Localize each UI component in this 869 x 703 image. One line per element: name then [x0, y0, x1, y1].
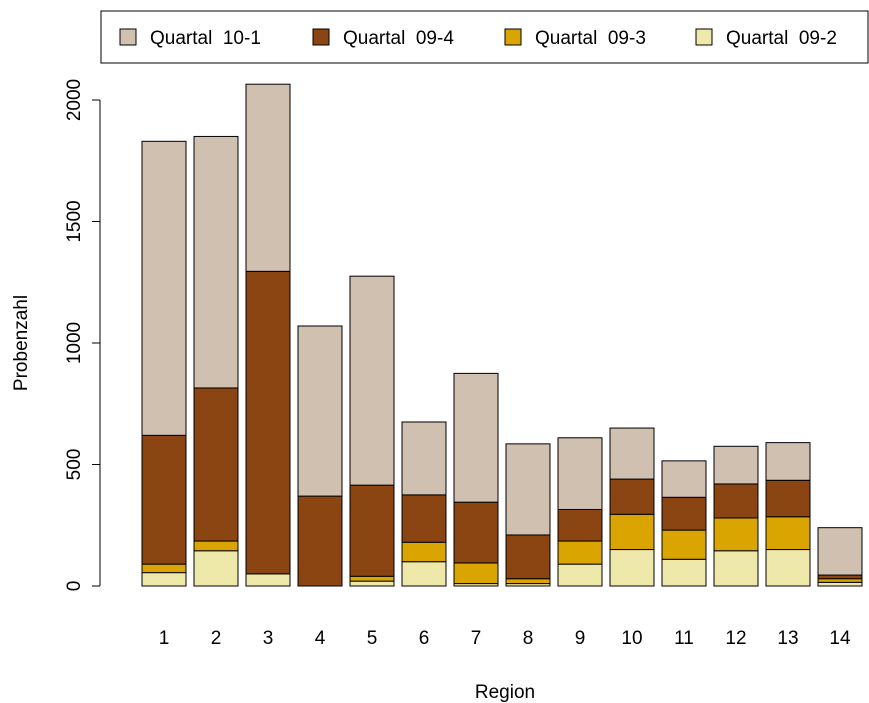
- bar-segment-6-series-2: [401, 541, 447, 563]
- bar-segment-5-series-1: [349, 580, 395, 587]
- legend-swatch-3: [504, 28, 522, 46]
- bar-segment-1-series-4: [141, 140, 187, 436]
- bar-segment-8-series-4: [505, 443, 551, 536]
- bar-segment-2-series-4: [193, 135, 239, 389]
- x-tick-labels: 1 2 3 4 5 6 7 8 9 10 11 12 13 14: [159, 628, 851, 649]
- bar-segment-3-series-4: [245, 83, 291, 272]
- bar-segment-12-series-2: [713, 517, 759, 552]
- bar-segment-10-series-3: [609, 478, 655, 515]
- bar-segment-7-series-2: [453, 562, 499, 585]
- bar-segment-11-series-2: [661, 529, 707, 560]
- legend-label-3: Quartal 09-3: [535, 28, 646, 49]
- bar-segment-7-series-4: [453, 372, 499, 503]
- legend-label-1: Quartal 10-1: [150, 28, 261, 49]
- bar-segment-1-series-1: [141, 572, 187, 587]
- bar-segment-3-series-3: [245, 270, 291, 575]
- bar-segment-12-series-4: [713, 445, 759, 485]
- bar-segment-14-series-3: [817, 574, 863, 580]
- bar-segment-2-series-3: [193, 387, 239, 542]
- x-tick-label-12: 12: [725, 628, 746, 649]
- x-tick-label-1: 1: [159, 628, 170, 649]
- x-tick-label-9: 9: [575, 628, 586, 649]
- y-axis-title: Probenzahl: [11, 295, 32, 391]
- x-tick-label-6: 6: [419, 628, 430, 649]
- bar-segment-9-series-2: [557, 540, 603, 565]
- bar-segment-13-series-2: [765, 516, 811, 551]
- bar-segment-5-series-2: [349, 575, 395, 582]
- x-tick-label-4: 4: [315, 628, 326, 649]
- bar-segment-14-series-1: [817, 581, 863, 587]
- bar-segment-1-series-3: [141, 434, 187, 565]
- bar-segment-11-series-4: [661, 460, 707, 498]
- bar-segment-9-series-1: [557, 563, 603, 587]
- x-tick-label-8: 8: [523, 628, 534, 649]
- bar-segment-10-series-2: [609, 513, 655, 551]
- bar-segment-12-series-1: [713, 550, 759, 587]
- bar-segment-1-series-2: [141, 563, 187, 574]
- x-axis-title: Region: [475, 682, 535, 703]
- bar-segment-13-series-3: [765, 479, 811, 518]
- bar-segment-8-series-3: [505, 534, 551, 580]
- bar-segment-3-series-1: [245, 573, 291, 587]
- x-tick-label-13: 13: [777, 628, 798, 649]
- bars-group: [141, 83, 863, 587]
- y-tick-label-1000: 1000: [64, 322, 85, 364]
- x-tick-label-5: 5: [367, 628, 378, 649]
- legend-label-2: Quartal 09-4: [343, 28, 454, 49]
- bar-segment-10-series-4: [609, 427, 655, 480]
- y-tick-label-2000: 2000: [64, 79, 85, 121]
- bar-segment-9-series-3: [557, 508, 603, 542]
- y-tick-label-0: 0: [64, 581, 85, 592]
- bar-segment-11-series-3: [661, 496, 707, 531]
- bar-segment-9-series-4: [557, 437, 603, 510]
- bar-segment-7-series-3: [453, 501, 499, 564]
- legend-swatch-4: [695, 28, 713, 46]
- bar-segment-6-series-1: [401, 561, 447, 587]
- legend-box: [100, 10, 869, 64]
- bar-segment-4-series-3: [297, 495, 343, 587]
- bar-segment-11-series-1: [661, 558, 707, 587]
- x-tick-label-7: 7: [471, 628, 482, 649]
- legend: Quartal 10-1 Quartal 09-4 Quartal 09-3 Quar…: [100, 10, 869, 64]
- x-tick-label-14: 14: [829, 628, 851, 649]
- bar-segment-8-series-2: [505, 578, 551, 585]
- x-tick-label-11: 11: [674, 628, 694, 649]
- x-tick-label-10: 10: [621, 628, 642, 649]
- bar-segment-14-series-4: [817, 527, 863, 576]
- bar-segment-14-series-2: [817, 578, 863, 583]
- bar-segment-2-series-2: [193, 540, 239, 552]
- bar-segment-2-series-1: [193, 550, 239, 587]
- legend-swatch-1: [119, 28, 137, 46]
- bar-segment-12-series-3: [713, 483, 759, 519]
- bar-segment-10-series-1: [609, 549, 655, 587]
- bar-segment-6-series-3: [401, 494, 447, 543]
- x-tick-label-2: 2: [211, 628, 222, 649]
- bar-segment-4-series-4: [297, 325, 343, 497]
- bar-segment-6-series-4: [401, 421, 447, 496]
- legend-swatch-2: [312, 28, 330, 46]
- bar-segment-5-series-3: [349, 484, 395, 577]
- bar-segment-5-series-4: [349, 275, 395, 486]
- bar-segment-13-series-1: [765, 549, 811, 587]
- x-tick-label-3: 3: [263, 628, 274, 649]
- y-axis: 0 500 1000 1500 2000: [64, 79, 101, 592]
- bar-segment-13-series-4: [765, 442, 811, 481]
- y-tick-label-500: 500: [64, 449, 85, 481]
- legend-label-4: Quartal 09-2: [726, 28, 837, 49]
- y-tick-label-1500: 1500: [64, 200, 85, 242]
